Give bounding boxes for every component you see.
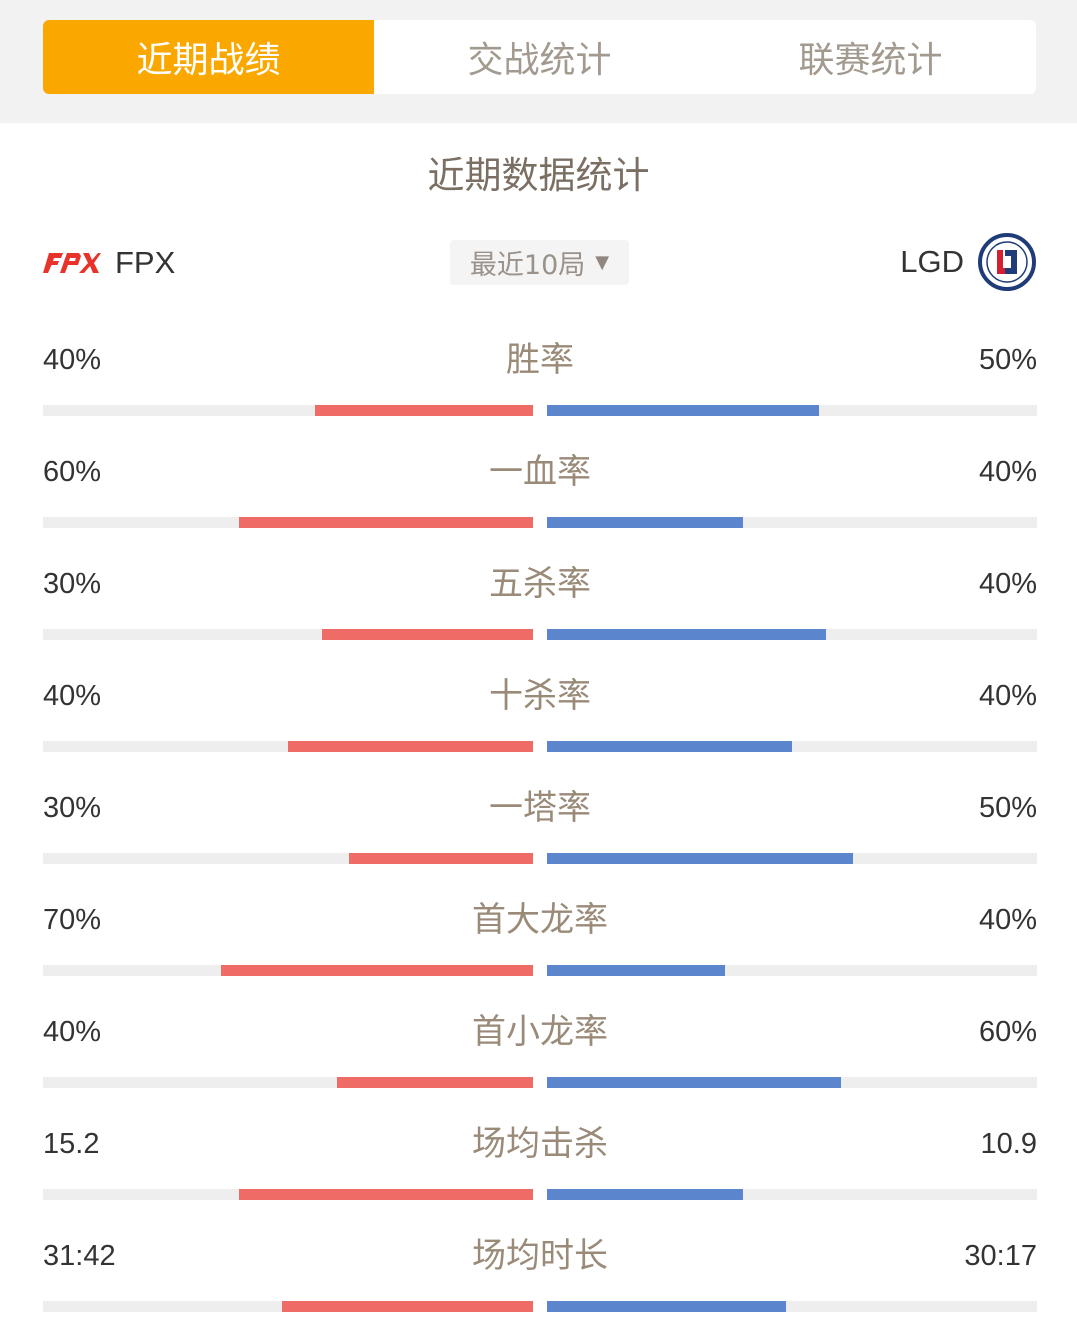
stat-left-value: 15.2 <box>43 1128 100 1160</box>
stat-right-value: 50% <box>978 792 1037 824</box>
stat-right-bar <box>547 517 743 528</box>
stat-right-bar <box>547 741 792 752</box>
stat-left-value: 30% <box>43 568 102 600</box>
tab-bar-area: 近期战绩 交战统计 联赛统计 <box>0 0 1077 123</box>
stat-left-track <box>43 1077 533 1088</box>
stat-label: 首小龙率 <box>472 1012 608 1052</box>
lgd-logo <box>978 233 1036 291</box>
stat-label: 一塔率 <box>489 788 591 828</box>
stat-row: 30% 一塔率 50% <box>43 784 1037 884</box>
stat-right-bar <box>547 1189 743 1200</box>
stat-left-bar <box>337 1077 533 1088</box>
stat-label: 胜率 <box>506 340 574 380</box>
stat-left-track <box>43 741 533 752</box>
stat-row: 31:42 场均时长 30:17 <box>43 1232 1037 1332</box>
stat-row: 60% 一血率 40% <box>43 448 1037 548</box>
caret-down-icon: ▼ <box>595 252 610 273</box>
stat-row: 40% 胜率 50% <box>43 336 1037 436</box>
stat-right-bar <box>547 853 853 864</box>
stat-right-value: 40% <box>978 904 1037 936</box>
stat-left-bar <box>322 629 533 640</box>
stat-label: 场均时长 <box>472 1236 608 1276</box>
team-right: LGD <box>900 232 1036 292</box>
stat-left-bar <box>315 405 533 416</box>
stat-label: 五杀率 <box>489 564 591 604</box>
stat-left-track <box>43 405 533 416</box>
stat-right-value: 40% <box>978 680 1037 712</box>
stat-right-value: 10.9 <box>980 1128 1037 1160</box>
stat-left-track <box>43 629 533 640</box>
stat-left-track <box>43 965 533 976</box>
stat-right-track <box>547 629 1037 640</box>
stat-right-value: 30:17 <box>964 1240 1037 1272</box>
stat-left-value: 60% <box>43 456 102 488</box>
fpx-logo <box>43 253 101 273</box>
stat-right-track <box>547 741 1037 752</box>
range-select[interactable]: 最近10局 ▼ <box>450 240 629 285</box>
stat-right-track <box>547 965 1037 976</box>
stat-left-bar <box>349 853 533 864</box>
stat-right-value: 40% <box>978 568 1037 600</box>
stat-right-bar <box>547 1077 841 1088</box>
stat-right-bar <box>547 629 826 640</box>
stat-left-bar <box>282 1301 533 1312</box>
stat-right-bar <box>547 405 819 416</box>
stat-right-track <box>547 853 1037 864</box>
stat-left-value: 40% <box>43 680 102 712</box>
stat-left-track <box>43 853 533 864</box>
range-select-label: 最近10局 <box>469 250 586 281</box>
stat-label: 一血率 <box>489 452 591 492</box>
tab-bar: 近期战绩 交战统计 联赛统计 <box>43 20 1036 94</box>
stat-left-value: 30% <box>43 792 102 824</box>
stat-left-bar <box>288 741 533 752</box>
stat-right-bar <box>547 965 725 976</box>
team-left: FPX <box>43 240 175 286</box>
stat-left-track <box>43 1301 533 1312</box>
stat-row: 40% 首小龙率 60% <box>43 1008 1037 1108</box>
stat-left-bar <box>239 517 533 528</box>
stat-label: 首大龙率 <box>472 900 608 940</box>
team-left-name: FPX <box>115 245 176 280</box>
stat-left-value: 31:42 <box>43 1240 116 1272</box>
stat-row: 15.2 场均击杀 10.9 <box>43 1120 1037 1220</box>
stat-right-track <box>547 1301 1037 1312</box>
stat-label: 场均击杀 <box>472 1124 608 1164</box>
stat-left-bar <box>221 965 533 976</box>
stat-right-bar <box>547 1301 786 1312</box>
team-right-name: LGD <box>900 244 964 279</box>
stat-right-track <box>547 1077 1037 1088</box>
stat-label: 十杀率 <box>489 676 591 716</box>
stat-right-track <box>547 517 1037 528</box>
stat-row: 40% 十杀率 40% <box>43 672 1037 772</box>
tab-league-stats[interactable]: 联赛统计 <box>798 40 943 81</box>
stat-left-value: 70% <box>43 904 102 936</box>
tab-head-to-head[interactable]: 交战统计 <box>467 40 612 81</box>
stat-row: 70% 首大龙率 40% <box>43 896 1037 996</box>
stat-right-track <box>547 405 1037 416</box>
stat-right-value: 60% <box>978 1016 1037 1048</box>
stat-right-track <box>547 1189 1037 1200</box>
stat-row: 30% 五杀率 40% <box>43 560 1037 660</box>
stat-left-track <box>43 1189 533 1200</box>
section-title: 近期数据统计 <box>427 154 650 197</box>
stat-right-value: 40% <box>978 456 1037 488</box>
stat-right-value: 50% <box>978 344 1037 376</box>
stat-left-bar <box>239 1189 533 1200</box>
tab-recent-record[interactable]: 近期战绩 <box>43 20 374 94</box>
stat-left-track <box>43 517 533 528</box>
stat-left-value: 40% <box>43 1016 102 1048</box>
stat-left-value: 40% <box>43 344 102 376</box>
